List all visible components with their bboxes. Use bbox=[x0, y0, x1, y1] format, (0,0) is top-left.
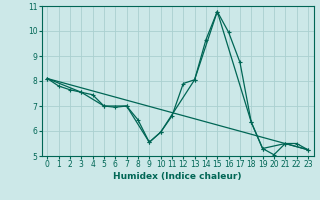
X-axis label: Humidex (Indice chaleur): Humidex (Indice chaleur) bbox=[113, 172, 242, 181]
